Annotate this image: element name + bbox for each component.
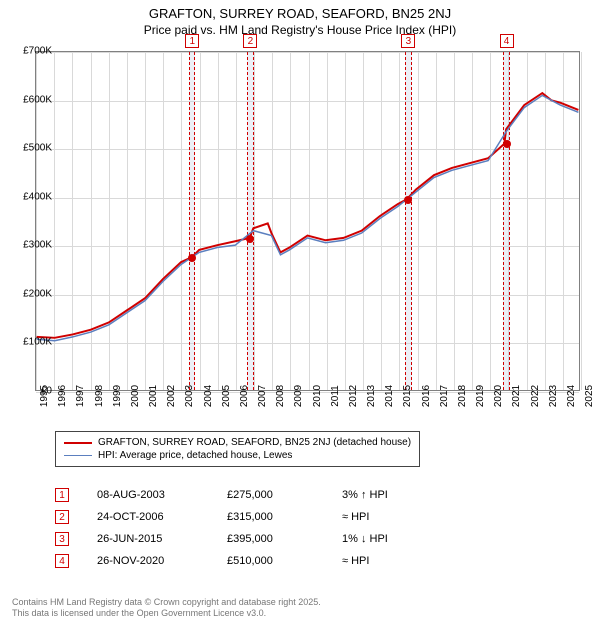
x-tick-label: 1995 xyxy=(39,385,50,407)
x-tick-label: 2006 xyxy=(239,385,250,407)
x-tick-label: 1996 xyxy=(57,385,68,407)
chart-title: GRAFTON, SURREY ROAD, SEAFORD, BN25 2NJ xyxy=(0,6,600,21)
y-tick-label: £400K xyxy=(23,191,52,202)
x-tick-label: 2007 xyxy=(257,385,268,407)
sale-price: £315,000 xyxy=(227,511,342,523)
sale-point xyxy=(246,235,254,243)
y-tick-label: £500K xyxy=(23,143,52,154)
sale-row: 3 26-JUN-2015£395,0001% ↓ HPI xyxy=(55,528,452,550)
sale-date: 08-AUG-2003 xyxy=(97,489,227,501)
x-tick-label: 2023 xyxy=(548,385,559,407)
sale-date: 26-JUN-2015 xyxy=(97,533,227,545)
series-hpi xyxy=(37,95,579,340)
x-tick-label: 2017 xyxy=(439,385,450,407)
sale-date: 24-OCT-2006 xyxy=(97,511,227,523)
legend-label: GRAFTON, SURREY ROAD, SEAFORD, BN25 2NJ … xyxy=(98,437,411,448)
sale-hpi: 1% ↓ HPI xyxy=(342,533,452,545)
sale-row-marker: 1 xyxy=(55,488,69,502)
plot-area: 1234 xyxy=(35,51,580,391)
x-tick-label: 2025 xyxy=(584,385,595,407)
chart-container: GRAFTON, SURREY ROAD, SEAFORD, BN25 2NJ … xyxy=(0,6,600,626)
sale-row: 4 26-NOV-2020£510,000≈ HPI xyxy=(55,550,452,572)
x-tick-label: 2004 xyxy=(203,385,214,407)
sale-point xyxy=(503,140,511,148)
x-tick-label: 2012 xyxy=(348,385,359,407)
x-tick-label: 2019 xyxy=(475,385,486,407)
sale-row-marker: 3 xyxy=(55,532,69,546)
x-tick-label: 2010 xyxy=(312,385,323,407)
x-tick-label: 2014 xyxy=(384,385,395,407)
legend-item: HPI: Average price, detached house, Lewe… xyxy=(64,449,411,462)
legend-swatch xyxy=(64,455,92,457)
sale-row: 1 08-AUG-2003£275,0003% ↑ HPI xyxy=(55,484,452,506)
x-tick-label: 2003 xyxy=(184,385,195,407)
sale-point xyxy=(404,196,412,204)
sales-table: 1 08-AUG-2003£275,0003% ↑ HPI 2 24-OCT-2006… xyxy=(55,484,452,572)
x-tick-label: 1999 xyxy=(112,385,123,407)
x-tick-label: 2013 xyxy=(366,385,377,407)
sale-marker-4: 4 xyxy=(500,34,514,48)
sale-row: 2 24-OCT-2006£315,000≈ HPI xyxy=(55,506,452,528)
x-tick-label: 2002 xyxy=(166,385,177,407)
sale-hpi: ≈ HPI xyxy=(342,555,452,567)
x-tick-label: 2024 xyxy=(566,385,577,407)
footer-line1: Contains HM Land Registry data © Crown c… xyxy=(12,597,321,609)
x-tick-label: 2000 xyxy=(130,385,141,407)
sale-point xyxy=(188,254,196,262)
sale-row-marker: 4 xyxy=(55,554,69,568)
x-tick-label: 2005 xyxy=(221,385,232,407)
legend: GRAFTON, SURREY ROAD, SEAFORD, BN25 2NJ … xyxy=(55,431,420,467)
y-tick-label: £100K xyxy=(23,337,52,348)
x-tick-label: 2001 xyxy=(148,385,159,407)
x-tick-label: 2008 xyxy=(275,385,286,407)
gridline-v xyxy=(581,52,582,390)
sale-hpi: 3% ↑ HPI xyxy=(342,489,452,501)
legend-item: GRAFTON, SURREY ROAD, SEAFORD, BN25 2NJ … xyxy=(64,436,411,449)
sale-price: £275,000 xyxy=(227,489,342,501)
x-tick-label: 2009 xyxy=(293,385,304,407)
y-tick-label: £200K xyxy=(23,288,52,299)
footer-line2: This data is licensed under the Open Gov… xyxy=(12,608,321,620)
legend-label: HPI: Average price, detached house, Lewe… xyxy=(98,450,292,461)
x-tick-label: 2018 xyxy=(457,385,468,407)
x-tick-label: 2021 xyxy=(511,385,522,407)
sale-price: £395,000 xyxy=(227,533,342,545)
x-tick-label: 2011 xyxy=(330,385,341,407)
sale-date: 26-NOV-2020 xyxy=(97,555,227,567)
sale-marker-2: 2 xyxy=(243,34,257,48)
x-tick-label: 2016 xyxy=(421,385,432,407)
y-tick-label: £300K xyxy=(23,240,52,251)
sale-hpi: ≈ HPI xyxy=(342,511,452,523)
x-tick-label: 1998 xyxy=(94,385,105,407)
sale-marker-1: 1 xyxy=(185,34,199,48)
legend-swatch xyxy=(64,442,92,444)
sale-price: £510,000 xyxy=(227,555,342,567)
footer: Contains HM Land Registry data © Crown c… xyxy=(12,597,321,620)
series-property xyxy=(37,93,579,338)
line-series xyxy=(36,52,579,390)
x-tick-label: 1997 xyxy=(75,385,86,407)
y-tick-label: £600K xyxy=(23,94,52,105)
sale-row-marker: 2 xyxy=(55,510,69,524)
x-tick-label: 2022 xyxy=(530,385,541,407)
x-tick-label: 2020 xyxy=(493,385,504,407)
x-tick-label: 2015 xyxy=(402,385,413,407)
sale-marker-3: 3 xyxy=(401,34,415,48)
y-tick-label: £700K xyxy=(23,46,52,57)
